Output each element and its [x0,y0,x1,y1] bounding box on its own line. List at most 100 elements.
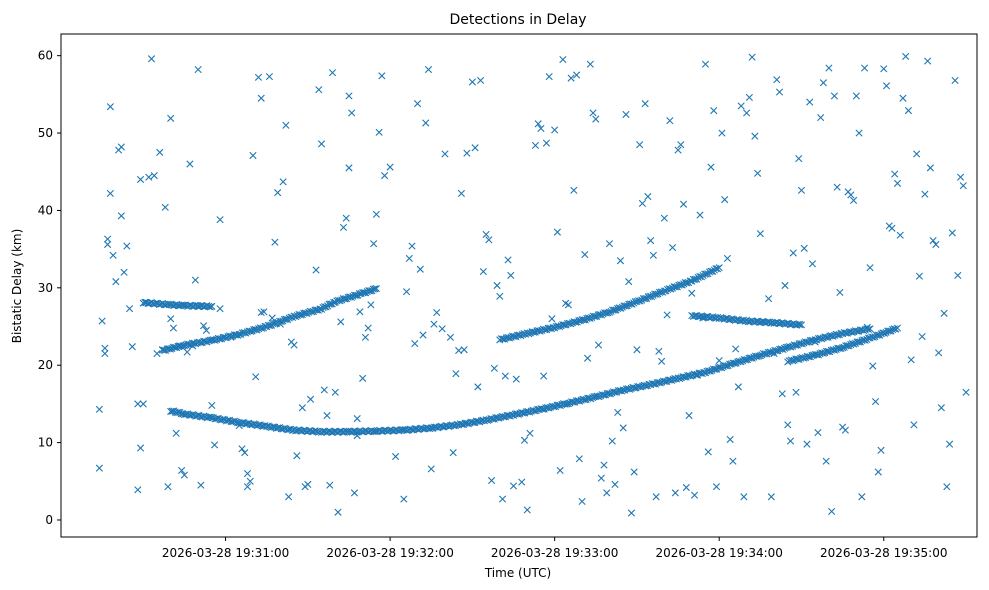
track-point [830,346,839,354]
x-axis-label: Time (UTC) [484,566,551,580]
data-point [773,76,781,84]
data-point [701,60,710,68]
data-point [167,315,175,323]
data-point [800,244,808,252]
track-point [564,400,572,408]
data-point [849,196,858,204]
data-point [704,448,712,456]
data-point [578,497,586,505]
data-point [424,66,433,74]
data-point [356,308,364,316]
track-point [325,300,333,308]
data-point [712,483,721,491]
track-point [609,306,617,314]
data-point [899,94,907,102]
data-point [551,126,559,134]
data-point [935,349,943,357]
data-point [880,65,888,73]
track-point [866,325,874,333]
track-point [351,291,359,299]
data-point [649,251,657,259]
track-point [864,325,873,334]
data-point [600,461,608,469]
track-point [893,324,902,332]
data-point [756,230,764,238]
data-point [337,318,345,326]
data-point [249,151,257,160]
data-point [841,426,849,434]
data-point [457,189,465,198]
track-point [872,331,881,339]
data-point [416,265,424,273]
data-point [932,240,940,249]
data-point [104,240,112,249]
y-tick-label: 10 [38,436,53,450]
data-point [666,117,674,125]
data-point [858,493,866,501]
data-point [594,341,603,349]
data-point [603,489,611,497]
track-point [205,302,213,311]
data-point [869,362,877,370]
data-point [540,372,548,380]
data-point [567,74,575,82]
track-point [651,290,659,298]
data-point [871,397,880,406]
data-point [847,191,855,199]
track-point [715,264,723,272]
data-point [523,506,531,514]
data-point [921,190,929,198]
track-point [554,322,562,330]
data-point [441,150,449,158]
data-point [438,325,446,333]
data-point [345,92,353,100]
data-point [512,375,520,383]
data-point [342,214,350,222]
data-point [616,257,625,265]
data-point [274,189,282,197]
track-point [676,374,684,383]
data-point [745,93,753,102]
track-point [681,279,689,287]
data-point [101,350,109,358]
data-point [479,267,487,276]
data-point [446,333,455,341]
data-point [507,271,515,280]
data-point [433,308,441,317]
data-point [655,347,663,355]
track-point [884,327,892,335]
track-point [308,308,316,316]
data-point [915,272,923,280]
data-point [493,281,501,290]
data-point [370,240,378,248]
data-point [128,343,136,351]
data-point [518,478,526,486]
data-point [943,483,951,491]
data-point [265,72,274,81]
data-point [726,435,734,444]
data-point [452,370,460,378]
data-point [216,305,224,313]
data-point [279,178,287,186]
data-point [918,332,926,341]
track-point [670,283,678,291]
data-point [803,440,811,448]
track-point [620,302,628,310]
track-point [639,294,647,303]
data-point [614,408,622,416]
data-point [117,143,125,151]
track-point [869,333,877,341]
data-point [951,76,959,85]
track-point [258,324,266,332]
data-point [315,86,323,94]
data-point [707,163,715,171]
data-point [326,481,334,489]
data-point [723,254,732,263]
data-point [468,78,476,86]
data-point [463,149,471,157]
track-point [721,361,729,370]
data-point [564,301,572,309]
y-axis-label: Bistatic Delay (km) [10,229,24,344]
data-point [597,474,605,482]
